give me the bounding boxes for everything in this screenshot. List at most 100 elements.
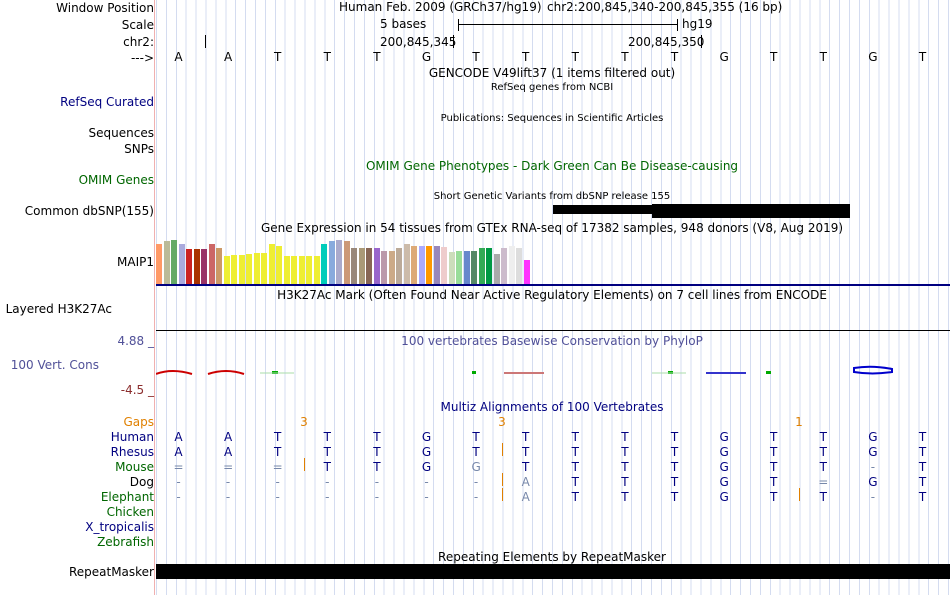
gtex-tissue-bar[interactable]: [351, 248, 357, 284]
gtex-tissue-bar[interactable]: [411, 246, 417, 284]
gtex-tissue-bar[interactable]: [366, 248, 372, 284]
sequences-track-label[interactable]: Sequences: [88, 126, 154, 140]
alignment-base: A: [223, 445, 233, 459]
alignment-base: T: [571, 460, 579, 474]
alignment-base: G: [421, 445, 432, 459]
gtex-tissue-bar[interactable]: [178, 244, 185, 284]
gtex-tissue-bar[interactable]: [283, 256, 290, 284]
alignment-base: -: [424, 475, 429, 489]
insert-mark-elephant-2: [799, 488, 800, 501]
phylop-graph[interactable]: [156, 358, 950, 388]
species-label-chicken: Chicken: [106, 505, 154, 519]
alignment-base: =: [272, 460, 283, 474]
alignment-base: G: [868, 430, 878, 444]
alignment-base: -: [870, 460, 876, 474]
gtex-tissue-bar[interactable]: [298, 256, 305, 284]
gtex-tissue-bar[interactable]: [493, 254, 500, 284]
gtex-tissue-bar[interactable]: [388, 251, 395, 284]
alignment-base: T: [918, 460, 927, 474]
gtex-tissue-bar[interactable]: [508, 246, 515, 284]
phylop-peak-3: [853, 365, 893, 375]
h3k27ac-baseline: [156, 330, 950, 331]
alignment-base: T: [770, 430, 778, 444]
dbsnp-variant-block[interactable]: [652, 204, 850, 218]
gtex-tissue-bar[interactable]: [418, 246, 425, 284]
gtex-bar-chart[interactable]: [156, 236, 556, 284]
base-letter: T: [819, 50, 827, 64]
gtex-tissue-bar[interactable]: [463, 251, 470, 284]
gtex-tissue-bar[interactable]: [313, 256, 320, 284]
h3k27ac-track-label[interactable]: Layered H3K27Ac: [5, 302, 112, 316]
gtex-tissue-bar[interactable]: [306, 256, 312, 284]
gtex-tissue-bar[interactable]: [396, 248, 402, 284]
base-letter: G: [421, 50, 432, 64]
repeatmasker-track-label[interactable]: RepeatMasker: [68, 565, 154, 579]
scale-bar-right-tick: [677, 19, 678, 31]
alignment-base: A: [521, 490, 530, 504]
repeatmasker-bar[interactable]: [156, 564, 950, 579]
insert-mark-elephant: [502, 488, 503, 501]
gtex-tissue-bar[interactable]: [403, 244, 410, 284]
dbsnp-track-label[interactable]: Common dbSNP(155): [24, 204, 154, 218]
gtex-tissue-bar[interactable]: [208, 244, 215, 284]
gap-mark-1: 3: [300, 415, 308, 429]
gtex-tissue-bar[interactable]: [433, 246, 440, 284]
gtex-tissue-bar[interactable]: [268, 244, 275, 284]
base-letter: A: [174, 50, 183, 64]
gtex-tissue-bar[interactable]: [171, 240, 177, 284]
gtex-tissue-bar[interactable]: [321, 244, 327, 284]
gtex-tissue-bar[interactable]: [456, 251, 462, 284]
gtex-tissue-bar[interactable]: [186, 249, 192, 284]
gtex-tissue-bar[interactable]: [246, 254, 252, 284]
coord-label-2: 200,845,350: [628, 35, 705, 49]
gtex-tissue-bar[interactable]: [523, 260, 530, 284]
strand-arrow-label[interactable]: --->: [130, 51, 154, 65]
alignment-base: T: [670, 490, 679, 504]
gtex-tissue-bar[interactable]: [358, 248, 365, 284]
gtex-tissue-bar[interactable]: [156, 244, 162, 284]
gtex-tissue-bar[interactable]: [373, 248, 380, 284]
refseq-track-label[interactable]: RefSeq Curated: [60, 95, 154, 109]
gtex-tissue-bar[interactable]: [426, 246, 432, 284]
gtex-tissue-bar[interactable]: [441, 247, 447, 284]
gtex-tissue-bar[interactable]: [163, 241, 170, 284]
gtex-tissue-bar[interactable]: [501, 248, 507, 284]
gtex-tissue-bar[interactable]: [448, 252, 455, 284]
gap-mark-3: 1: [795, 415, 803, 429]
base-letter: T: [621, 50, 629, 64]
gtex-tissue-bar[interactable]: [336, 240, 342, 284]
gtex-tissue-bar[interactable]: [381, 251, 387, 284]
alignment-base: -: [870, 490, 876, 504]
gtex-tissue-bar[interactable]: [276, 246, 282, 284]
gtex-tissue-bar[interactable]: [201, 249, 207, 284]
base-letter: T: [274, 50, 282, 64]
gtex-tissue-bar[interactable]: [343, 241, 350, 284]
alignment-base: T: [670, 475, 679, 489]
gtex-tissue-bar[interactable]: [471, 251, 477, 284]
gtex-tissue-bar[interactable]: [261, 253, 267, 284]
maip1-track-label[interactable]: MAIP1: [117, 255, 154, 269]
gtex-tissue-bar[interactable]: [216, 248, 222, 284]
base-letter: T: [472, 50, 480, 64]
gtex-tissue-bar[interactable]: [291, 256, 297, 284]
gtex-tissue-bar[interactable]: [328, 241, 335, 284]
alignment-base: G: [719, 430, 729, 444]
gtex-tissue-bar[interactable]: [253, 253, 260, 284]
gtex-tissue-bar[interactable]: [193, 249, 200, 284]
cons-track-label[interactable]: 100 Vert. Cons: [10, 358, 99, 372]
gtex-tissue-bar[interactable]: [238, 255, 245, 284]
alignment-base: -: [225, 475, 231, 489]
snps-track-label[interactable]: SNPs: [124, 142, 154, 156]
window-position-label: Window Position: [56, 1, 154, 15]
omim-track-label[interactable]: OMIM Genes: [78, 173, 154, 187]
gtex-tissue-bar[interactable]: [486, 248, 492, 284]
alignment-base: -: [275, 490, 280, 504]
alignment-base: =: [223, 460, 234, 474]
gtex-tissue-bar[interactable]: [231, 255, 237, 284]
gtex-baseline: [156, 284, 950, 286]
gtex-tissue-bar[interactable]: [223, 256, 230, 284]
gtex-tissue-bar[interactable]: [478, 248, 485, 284]
gtex-tissue-bar[interactable]: [516, 248, 522, 284]
alignment-base: T: [819, 490, 827, 504]
rmsk-track-title: Repeating Elements by RepeatMasker: [438, 550, 666, 564]
